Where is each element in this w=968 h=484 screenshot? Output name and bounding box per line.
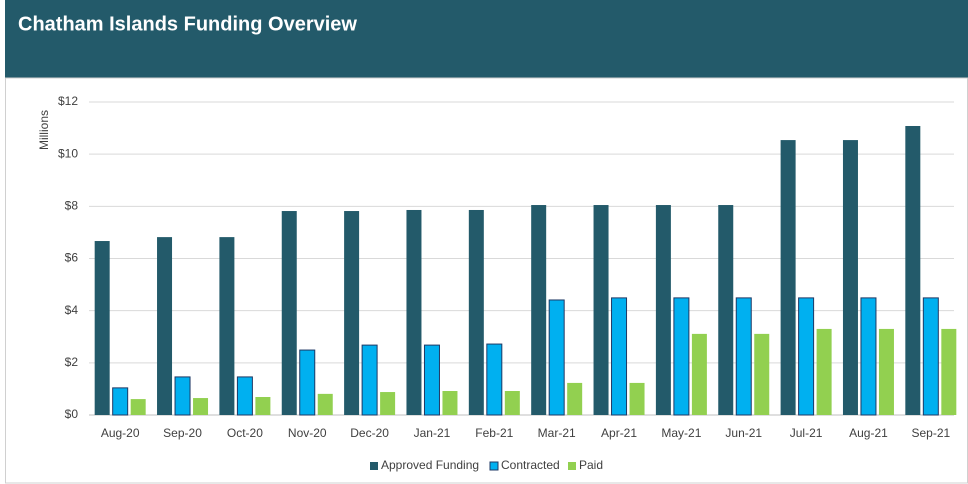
bar: [548, 299, 565, 416]
bar: [236, 376, 253, 416]
y-tick-label: $0: [65, 407, 79, 421]
bar: [691, 333, 707, 415]
x-tick-label: Dec-20: [350, 426, 389, 440]
bar: [130, 399, 146, 415]
bar: [193, 398, 209, 415]
y-tick-label: $2: [65, 355, 79, 369]
bar: [735, 297, 752, 416]
bar: [299, 349, 316, 416]
bar: [112, 387, 129, 416]
bar: [754, 333, 770, 415]
bar: [219, 237, 235, 415]
bar: [941, 328, 957, 415]
bar: [255, 397, 271, 415]
x-tick-label: Aug-21: [849, 426, 888, 440]
x-tick-label: May-21: [661, 426, 701, 440]
bar: [655, 205, 671, 415]
bar: [94, 241, 110, 415]
x-tick-label: Jan-21: [414, 426, 451, 440]
bar: [174, 376, 191, 416]
bar: [905, 125, 921, 415]
x-tick-label: Nov-20: [288, 426, 327, 440]
bar: [860, 297, 877, 416]
bar: [442, 391, 458, 415]
y-tick-label: $10: [58, 146, 78, 160]
legend-swatch: [489, 461, 499, 471]
x-tick-label: Jul-21: [790, 426, 823, 440]
bar: [718, 205, 734, 415]
chart-title: Chatham Islands Funding Overview: [18, 13, 357, 35]
bar: [281, 211, 297, 415]
bar: [423, 344, 440, 416]
legend-label: Contracted: [501, 458, 560, 472]
bar: [780, 140, 796, 415]
y-axis-label: Millions: [37, 110, 51, 150]
bar: [361, 344, 378, 416]
y-tick-label: $6: [65, 251, 79, 265]
bar: [344, 211, 360, 415]
bar: [611, 297, 628, 416]
header-band: [5, 0, 968, 78]
bar: [406, 209, 422, 415]
x-tick-label: Jun-21: [725, 426, 762, 440]
legend-swatch: [370, 462, 378, 470]
bar: [157, 237, 173, 415]
legend-swatch: [568, 462, 576, 470]
bar: [842, 140, 858, 415]
bar: [593, 205, 609, 415]
bar: [504, 391, 520, 415]
x-tick-label: Sep-20: [163, 426, 202, 440]
bar: [629, 382, 645, 415]
y-tick-label: $12: [58, 94, 78, 108]
x-tick-label: Feb-21: [475, 426, 513, 440]
bar: [816, 328, 832, 415]
bar: [673, 297, 690, 416]
y-tick-label: $4: [65, 303, 79, 317]
bar: [486, 343, 503, 416]
x-tick-label: Apr-21: [601, 426, 637, 440]
bar: [531, 205, 547, 415]
bar: [878, 328, 894, 415]
bar: [380, 392, 396, 415]
x-tick-label: Aug-20: [101, 426, 140, 440]
legend-label: Paid: [579, 458, 603, 472]
bar: [922, 297, 939, 416]
x-tick-label: Mar-21: [538, 426, 576, 440]
bar: [567, 382, 583, 415]
y-tick-label: $8: [65, 199, 79, 213]
bar: [798, 297, 815, 416]
bar: [317, 393, 333, 415]
x-tick-label: Sep-21: [911, 426, 950, 440]
x-tick-label: Oct-20: [227, 426, 263, 440]
bar: [468, 209, 484, 415]
legend-label: Approved Funding: [381, 458, 479, 472]
